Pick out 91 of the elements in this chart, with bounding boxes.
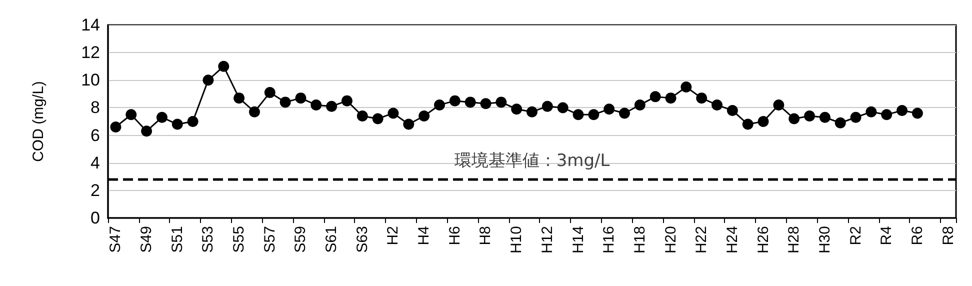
x-tick-label: H22	[693, 226, 710, 254]
point	[464, 96, 476, 108]
point	[449, 95, 460, 106]
x-tick-label: H6	[446, 226, 464, 246]
point	[126, 109, 137, 120]
point	[912, 108, 923, 119]
point	[742, 118, 754, 130]
y-tick-label: 4	[90, 153, 100, 172]
point	[403, 118, 414, 130]
point	[866, 106, 877, 118]
point	[604, 104, 615, 115]
point	[234, 92, 245, 104]
point	[572, 109, 584, 120]
x-tick-label: H20	[662, 226, 680, 254]
point	[804, 110, 816, 122]
point	[526, 106, 538, 118]
y-tick-label: 2	[90, 180, 100, 200]
point	[758, 116, 769, 127]
x-tick-label: H14	[570, 226, 587, 254]
y-tick-label: 8	[90, 98, 100, 118]
x-tick-label: H16	[600, 226, 618, 254]
x-tick-label: R4	[878, 226, 896, 246]
point	[896, 104, 908, 116]
point	[341, 95, 352, 106]
point	[850, 112, 862, 123]
x-tick-label: S47	[107, 226, 124, 253]
point	[172, 118, 183, 130]
x-tick-label: H24	[724, 226, 741, 254]
point	[480, 98, 492, 110]
x-tick-label: S53	[200, 226, 217, 253]
x-tick-label: S57	[261, 226, 278, 253]
x-tick-label: S55	[230, 226, 248, 253]
x-tick-label: S49	[138, 226, 156, 253]
point	[434, 99, 445, 110]
point	[218, 60, 230, 72]
x-tick-label: S61	[323, 226, 340, 253]
x-tick-label: H12	[538, 226, 556, 254]
y-tick-label: 0	[90, 208, 100, 228]
x-tick-label: H8	[477, 226, 494, 246]
x-tick-label: S63	[354, 226, 371, 253]
point	[496, 96, 507, 108]
point	[819, 112, 830, 123]
point	[665, 92, 676, 104]
x-tick-label: H28	[786, 226, 803, 254]
point	[280, 96, 291, 108]
point	[141, 126, 152, 137]
point	[388, 108, 399, 119]
point	[202, 74, 214, 86]
point	[264, 87, 276, 98]
point	[310, 99, 322, 110]
x-tick-label: S51	[168, 226, 186, 253]
x-tick-label: R2	[847, 226, 864, 246]
point	[418, 110, 430, 122]
x-tick-label: S59	[292, 226, 310, 253]
point	[712, 99, 723, 110]
ref-line-label: 環境基準値：3mg/L	[454, 150, 610, 171]
y-tick-label: 12	[81, 43, 100, 62]
y-axis-title: COD (mg/L)	[30, 81, 47, 162]
point	[511, 104, 522, 115]
point	[696, 92, 708, 104]
x-tick-label: R8	[940, 226, 957, 246]
point	[881, 109, 892, 120]
x-tick-label: H18	[631, 226, 648, 254]
point	[726, 104, 738, 116]
x-tick-label: H2	[384, 226, 402, 246]
point	[634, 99, 646, 110]
y-tick-label: 10	[81, 70, 100, 90]
point	[356, 110, 368, 122]
point	[326, 100, 338, 112]
x-tick-label: H30	[816, 226, 834, 254]
x-tick-label: H26	[754, 226, 772, 254]
point	[187, 116, 198, 127]
point	[110, 122, 122, 133]
y-tick-label: 14	[81, 16, 100, 34]
point	[248, 106, 260, 118]
x-tick-label: H10	[508, 226, 526, 254]
x-tick-label: R6	[908, 226, 926, 246]
point	[788, 113, 800, 124]
point	[650, 91, 661, 102]
point	[619, 108, 630, 119]
point	[834, 117, 846, 128]
x-tick-label: H4	[416, 226, 433, 246]
point	[680, 82, 692, 93]
y-tick-label: 6	[90, 126, 100, 145]
point	[773, 99, 784, 110]
point	[557, 102, 568, 114]
point	[156, 112, 168, 123]
point	[295, 92, 306, 104]
point	[372, 113, 384, 124]
point	[588, 109, 600, 120]
point	[542, 100, 553, 112]
